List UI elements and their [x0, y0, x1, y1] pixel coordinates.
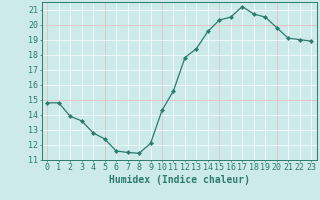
X-axis label: Humidex (Indice chaleur): Humidex (Indice chaleur) [109, 175, 250, 185]
